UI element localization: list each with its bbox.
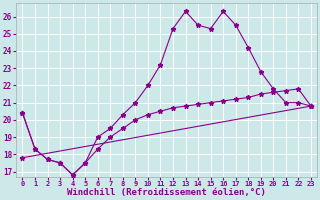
- X-axis label: Windchill (Refroidissement éolien,°C): Windchill (Refroidissement éolien,°C): [67, 188, 266, 197]
